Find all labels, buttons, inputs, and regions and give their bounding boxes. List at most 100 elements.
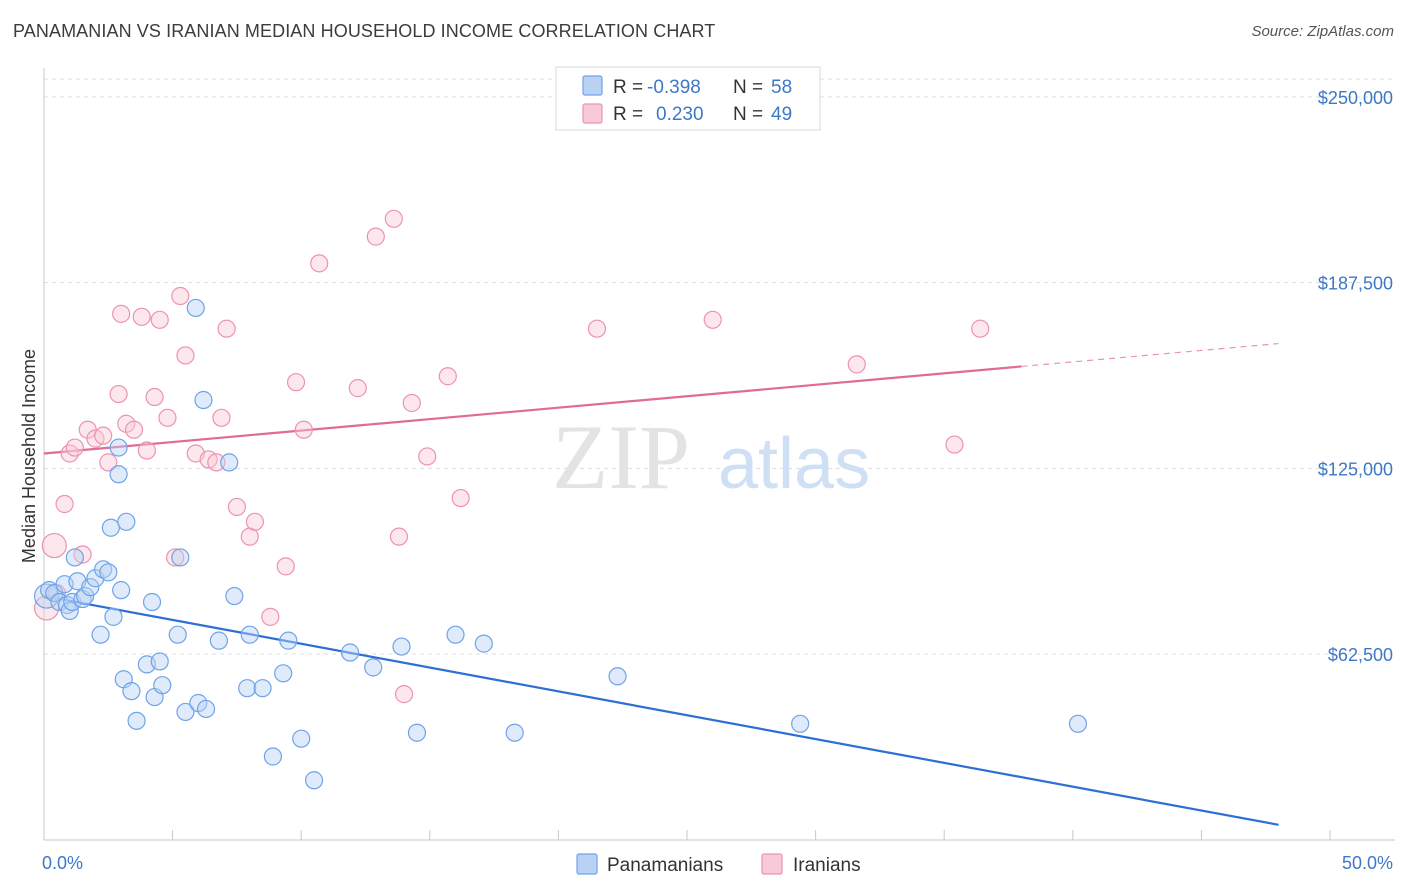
- point-iranian: [166, 548, 185, 567]
- trend-lines: [43, 342, 1279, 826]
- point-iranian: [261, 607, 280, 626]
- trendline-iranians: [43, 365, 1022, 455]
- point-iranian: [94, 426, 113, 445]
- point-iranian: [109, 384, 128, 404]
- point-panamanian: [340, 643, 360, 662]
- point-panamanian: [505, 723, 524, 742]
- point-iranian: [286, 373, 306, 392]
- point-panamanian: [304, 771, 324, 790]
- point-panamanian: [153, 676, 172, 695]
- point-iranian: [394, 685, 414, 704]
- point-iranian: [217, 319, 236, 338]
- point-iranian: [418, 447, 437, 466]
- point-panamanian: [81, 578, 100, 597]
- point-iranian: [587, 319, 607, 338]
- point-iranian: [847, 355, 866, 374]
- data-points: [33, 209, 1088, 790]
- legend-n-label-1: N =: [733, 77, 763, 98]
- point-iranian: [60, 444, 79, 463]
- point-panamanian: [446, 625, 465, 644]
- point-panamanian: [238, 679, 257, 698]
- point-iranian: [384, 209, 403, 228]
- point-panamanian: [196, 699, 216, 719]
- trendline-panamanians: [43, 594, 1279, 826]
- point-iranian: [150, 310, 169, 329]
- point-iranian: [124, 420, 144, 439]
- point-panamanian: [127, 711, 146, 730]
- point-iranian: [451, 488, 470, 508]
- point-iranian: [348, 379, 367, 398]
- point-panamanian: [240, 625, 259, 644]
- point-panamanian: [91, 625, 110, 644]
- point-iranian: [55, 494, 74, 514]
- point-iranian: [171, 286, 190, 306]
- point-iranian: [176, 346, 195, 365]
- point-panamanian: [474, 634, 493, 653]
- series-legend: Panamanians Iranians: [576, 853, 861, 876]
- bottom-legend-swatch-panamanians: [576, 853, 598, 875]
- y-axis-label: Median Household Income: [19, 349, 39, 563]
- point-panamanian: [104, 607, 123, 626]
- point-iranian: [276, 557, 295, 576]
- point-panamanian: [150, 652, 169, 671]
- point-panamanian: [292, 729, 311, 748]
- point-iranian: [971, 319, 990, 338]
- y-tick-label: $62,500: [1328, 645, 1393, 665]
- point-panamanian: [220, 453, 239, 472]
- point-iranian: [310, 254, 329, 273]
- point-iranian: [158, 408, 177, 427]
- point-iranian: [112, 304, 131, 323]
- point-panamanian: [263, 747, 283, 766]
- trendline-iranians-extension: [1021, 342, 1279, 368]
- point-panamanian: [364, 658, 383, 677]
- point-iranian: [945, 435, 964, 454]
- y-tick-label: $187,500: [1318, 274, 1393, 294]
- point-iranian: [137, 441, 156, 460]
- point-iranian: [245, 512, 265, 531]
- point-panamanian: [186, 298, 205, 318]
- point-iranian: [438, 367, 457, 386]
- point-panamanian: [122, 682, 141, 701]
- point-panamanian: [40, 581, 59, 600]
- watermark-atlas: atlas: [718, 424, 870, 504]
- axes: [43, 68, 1395, 841]
- point-panamanian: [109, 465, 128, 484]
- point-panamanian: [1068, 714, 1088, 733]
- point-iranian: [41, 532, 67, 559]
- point-iranian: [99, 453, 118, 472]
- point-panamanian: [142, 592, 162, 612]
- point-panamanian: [176, 702, 195, 722]
- point-panamanian: [109, 438, 128, 457]
- legend-swatch-blue: [582, 75, 603, 96]
- tick-labels: $62,500 $125,000 $187,500 $250,000 0.0% 50.0%: [42, 88, 1393, 873]
- point-panamanian: [274, 664, 293, 683]
- point-panamanian: [194, 390, 213, 410]
- legend-r-value-1: -0.398: [647, 77, 701, 98]
- grid-lines: [44, 78, 1395, 655]
- watermark: ZIP atlas: [552, 406, 870, 508]
- legend-r-value-2: 0.230: [656, 104, 704, 125]
- y-tick-label: $250,000: [1318, 88, 1393, 108]
- point-panamanian: [117, 512, 136, 531]
- point-panamanian: [112, 581, 131, 600]
- legend-n-value-2: 49: [771, 104, 792, 125]
- stats-legend: R = -0.398 N = 58 R = 0.230 N = 49: [555, 66, 821, 131]
- point-panamanian: [65, 548, 84, 567]
- x-tick-label-start: 0.0%: [42, 853, 83, 873]
- point-panamanian: [225, 586, 244, 606]
- watermark-zip: ZIP: [552, 406, 690, 508]
- point-panamanian: [209, 631, 228, 650]
- point-iranian: [132, 307, 151, 326]
- y-tick-label: $125,000: [1318, 459, 1393, 479]
- point-panamanian: [94, 560, 113, 579]
- legend-r-label-1: R =: [613, 77, 643, 98]
- point-iranian: [65, 438, 84, 457]
- bottom-legend-panamanians: Panamanians: [607, 855, 723, 876]
- point-panamanian: [99, 563, 118, 582]
- source-credit: Source: ZipAtlas.com: [1251, 23, 1394, 40]
- point-panamanian: [279, 631, 298, 650]
- point-iranian: [145, 387, 164, 407]
- point-iranian: [389, 527, 409, 546]
- point-panamanian: [101, 518, 120, 537]
